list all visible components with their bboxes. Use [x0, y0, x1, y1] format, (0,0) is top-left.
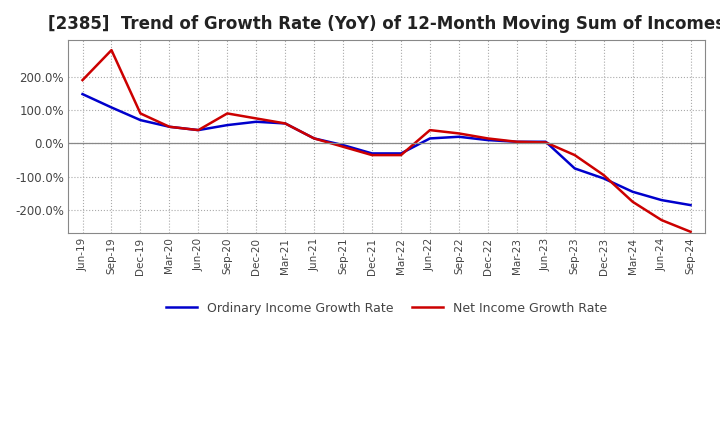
Ordinary Income Growth Rate [686, 202, 695, 208]
Ordinary Income Growth Rate [513, 139, 521, 144]
Net Income Growth Rate [657, 217, 666, 223]
Net Income Growth Rate [310, 136, 318, 141]
Line: Ordinary Income Growth Rate: Ordinary Income Growth Rate [83, 94, 690, 205]
Ordinary Income Growth Rate [281, 121, 289, 126]
Ordinary Income Growth Rate [397, 151, 405, 156]
Ordinary Income Growth Rate [136, 117, 145, 123]
Ordinary Income Growth Rate [339, 143, 348, 148]
Ordinary Income Growth Rate [570, 166, 579, 171]
Net Income Growth Rate [252, 116, 261, 121]
Ordinary Income Growth Rate [484, 137, 492, 143]
Ordinary Income Growth Rate [599, 176, 608, 181]
Net Income Growth Rate [194, 128, 202, 133]
Net Income Growth Rate [281, 121, 289, 126]
Ordinary Income Growth Rate [368, 151, 377, 156]
Ordinary Income Growth Rate [194, 128, 202, 133]
Net Income Growth Rate [686, 229, 695, 235]
Ordinary Income Growth Rate [252, 119, 261, 125]
Net Income Growth Rate [165, 124, 174, 129]
Net Income Growth Rate [368, 153, 377, 158]
Net Income Growth Rate [339, 144, 348, 150]
Legend: Ordinary Income Growth Rate, Net Income Growth Rate: Ordinary Income Growth Rate, Net Income … [161, 297, 613, 320]
Ordinary Income Growth Rate [310, 136, 318, 141]
Net Income Growth Rate [107, 48, 116, 53]
Line: Net Income Growth Rate: Net Income Growth Rate [83, 50, 690, 232]
Ordinary Income Growth Rate [223, 122, 232, 128]
Ordinary Income Growth Rate [629, 189, 637, 194]
Title: [2385]  Trend of Growth Rate (YoY) of 12-Month Moving Sum of Incomes: [2385] Trend of Growth Rate (YoY) of 12-… [48, 15, 720, 33]
Net Income Growth Rate [484, 136, 492, 141]
Net Income Growth Rate [136, 111, 145, 116]
Net Income Growth Rate [78, 77, 87, 83]
Ordinary Income Growth Rate [541, 139, 550, 144]
Ordinary Income Growth Rate [78, 92, 87, 97]
Net Income Growth Rate [223, 111, 232, 116]
Net Income Growth Rate [570, 153, 579, 158]
Ordinary Income Growth Rate [107, 105, 116, 110]
Net Income Growth Rate [599, 172, 608, 178]
Net Income Growth Rate [513, 139, 521, 144]
Ordinary Income Growth Rate [657, 198, 666, 203]
Ordinary Income Growth Rate [426, 136, 434, 141]
Net Income Growth Rate [541, 140, 550, 145]
Ordinary Income Growth Rate [454, 134, 463, 139]
Ordinary Income Growth Rate [165, 124, 174, 129]
Net Income Growth Rate [454, 131, 463, 136]
Net Income Growth Rate [397, 153, 405, 158]
Net Income Growth Rate [629, 199, 637, 205]
Net Income Growth Rate [426, 128, 434, 133]
